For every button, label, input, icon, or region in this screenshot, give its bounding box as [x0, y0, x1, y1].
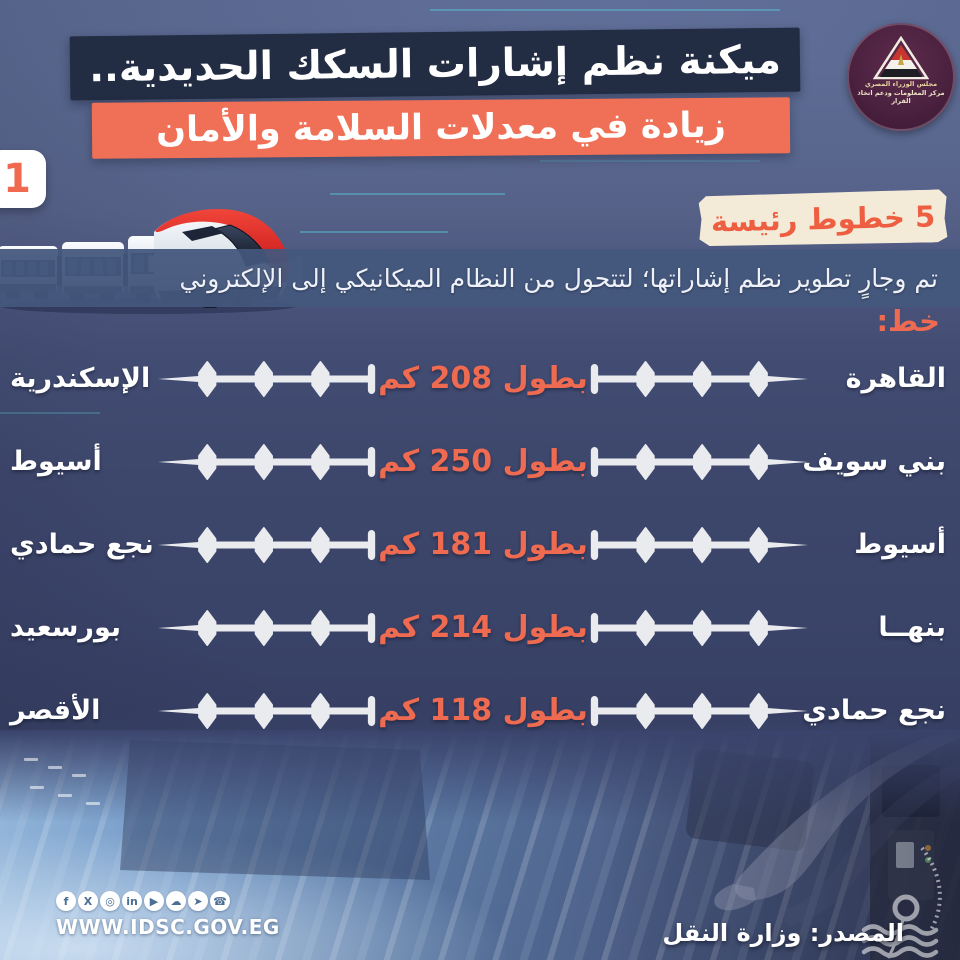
logo-caption: مجلس الوزراء المصري مركز المعلومات ودعم …	[849, 80, 953, 106]
station-from: أسيوط	[854, 529, 946, 560]
track-segment-icon	[157, 524, 377, 566]
panel-detail	[48, 766, 62, 769]
track-segment-icon	[589, 607, 809, 649]
instagram-icon: ◎	[100, 891, 120, 911]
line-row-cairo-alexandria: القاهرة بطول 208 كم الإسكندرية	[0, 337, 960, 420]
linkedin-icon: in	[122, 891, 142, 911]
station-to: نجع حمادي	[10, 529, 154, 560]
footer-contact-block: f X ◎ in ▶ ☁ ➤ ☎ WWW.IDSC.GOV.EG	[56, 891, 280, 939]
station-from: القاهرة	[845, 363, 946, 394]
line-length: بطول 181 كم	[378, 527, 588, 562]
bottom-photo-control-panel	[0, 730, 960, 960]
page-title: ميكنة نظم إشارات السكك الحديدية..	[69, 27, 801, 101]
line-row-benha-portsaid: بنهــا بطول 214 كم بورسعيد	[0, 586, 960, 669]
panel-detail	[72, 774, 86, 777]
circuit-line	[300, 231, 448, 233]
track-segment-icon	[589, 441, 809, 483]
description-text: تم وجارٍ تطوير نظم إشاراتها؛ لتتحول من ا…	[179, 263, 938, 293]
section-number: 1	[3, 156, 31, 202]
station-from: بنهــا	[878, 612, 946, 643]
social-icons-row: f X ◎ in ▶ ☁ ➤ ☎	[56, 891, 280, 911]
line-length: بطول 250 كم	[378, 444, 588, 479]
track-segment-icon	[589, 524, 809, 566]
panel-detail	[30, 786, 44, 789]
egypt-flag-triangle-icon	[873, 36, 929, 80]
line-length: بطول 208 كم	[378, 361, 588, 396]
track-segment-icon	[589, 690, 809, 732]
section-number-badge: 1	[0, 150, 46, 208]
station-to: الإسكندرية	[10, 363, 151, 394]
track-segment-icon	[157, 690, 377, 732]
idsc-watermark-icon	[861, 846, 942, 959]
phone-icon: ☎	[210, 891, 230, 911]
panel-detail	[24, 758, 38, 761]
railway-lines-list: القاهرة بطول 208 كم الإسكندرية بني سويف …	[0, 337, 960, 752]
youtube-icon: ▶	[144, 891, 164, 911]
circuit-line	[540, 160, 760, 162]
line-length: بطول 214 كم	[378, 610, 588, 645]
soundcloud-icon: ☁	[166, 891, 186, 911]
panel-detail	[58, 794, 72, 797]
lines-count-badge: 5 خطوط رئيسة	[698, 189, 947, 248]
photo-fade	[0, 730, 960, 960]
title-text: ميكنة نظم إشارات السكك الحديدية..	[88, 37, 782, 91]
station-to: الأقصر	[10, 695, 101, 726]
telegram-icon: ➤	[188, 891, 208, 911]
line-list-label: خط:	[876, 304, 940, 338]
lines-count-text: 5 خطوط رئيسة	[710, 198, 936, 239]
line-row-asyut-naghammadi: أسيوط بطول 181 كم نجع حمادي	[0, 503, 960, 586]
panel-detail	[86, 802, 100, 805]
line-row-benisuef-asyut: بني سويف بطول 250 كم أسيوط	[0, 420, 960, 503]
facebook-icon: f	[56, 891, 76, 911]
track-segment-icon	[157, 607, 377, 649]
description-band: تم وجارٍ تطوير نظم إشاراتها؛ لتتحول من ا…	[0, 249, 960, 307]
station-from: نجع حمادي	[802, 695, 946, 726]
source-label: المصدر: وزارة النقل	[662, 919, 904, 947]
track-segment-icon	[157, 358, 377, 400]
circuit-line	[330, 193, 505, 195]
idsc-cabinet-logo: مجلس الوزراء المصري مركز المعلومات ودعم …	[847, 23, 955, 131]
line-length: بطول 118 كم	[378, 693, 588, 728]
circuit-line	[0, 412, 100, 414]
station-to: أسيوط	[10, 446, 102, 477]
circuit-line	[430, 9, 780, 11]
track-segment-icon	[589, 358, 809, 400]
page-subtitle: زيادة في معدلات السلامة والأمان	[91, 97, 791, 159]
station-from: بني سويف	[802, 446, 946, 477]
logo-line1: مجلس الوزراء المصري	[864, 80, 938, 88]
subtitle-text: زيادة في معدلات السلامة والأمان	[155, 105, 727, 151]
website-url: WWW.IDSC.GOV.EG	[56, 915, 280, 939]
line-row-naghammadi-luxor: نجع حمادي بطول 118 كم الأقصر	[0, 669, 960, 752]
x-twitter-icon: X	[78, 891, 98, 911]
logo-line2: مركز المعلومات ودعم اتخاذ القرار	[857, 88, 945, 106]
station-to: بورسعيد	[10, 612, 122, 643]
track-segment-icon	[157, 441, 377, 483]
